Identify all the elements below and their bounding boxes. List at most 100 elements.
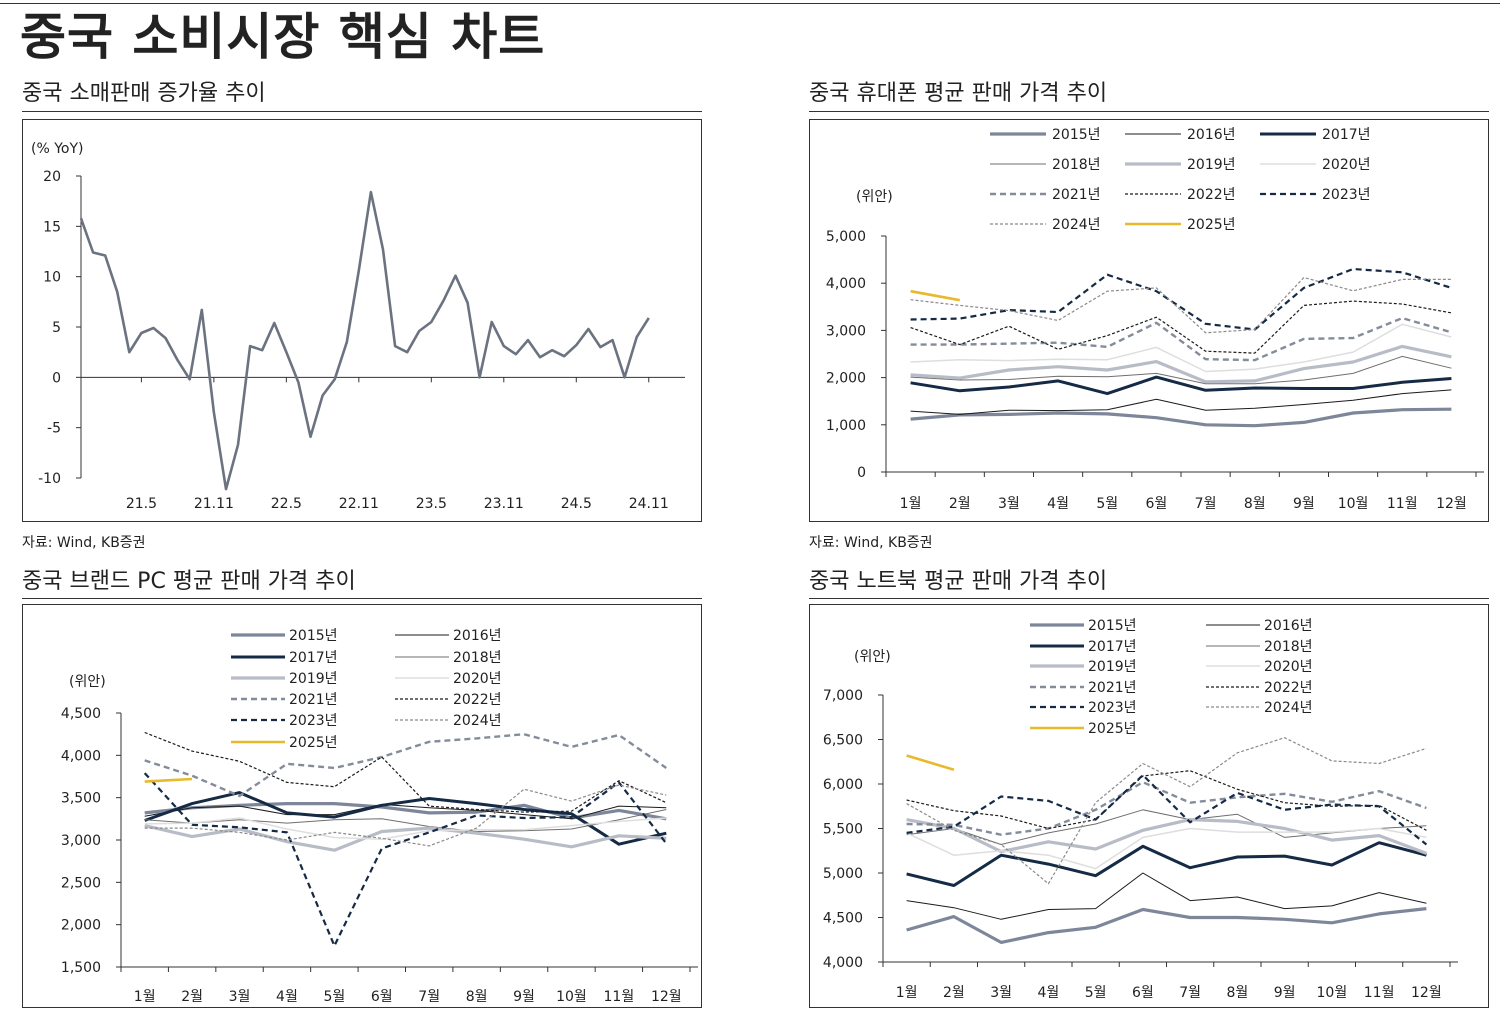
notebook-legend-label: 2017년: [1088, 639, 1137, 655]
pc-series-2016: [144, 803, 667, 820]
phone-legend-label: 2019년: [1187, 157, 1236, 173]
pc-x-tick-label: 1월: [134, 989, 156, 1005]
retail-x-tick-label: 22.11: [339, 496, 379, 512]
notebook-x-tick-label: 8월: [1226, 985, 1248, 1001]
phone-legend-label: 2015년: [1052, 127, 1101, 143]
phone-y-tick-label: 0: [857, 465, 866, 481]
pc-chart: (위안) 1,500 2,000 2,500 3,000 3,500 4,000 4,500 1…: [61, 628, 698, 1005]
retail-y-tick-label: 0: [52, 370, 61, 386]
notebook-y-tick-label: 6,500: [823, 733, 863, 749]
phone-legend-label: 2025년: [1187, 217, 1236, 233]
phone-series-2019: [910, 344, 1452, 384]
notebook-legend-label: 2024년: [1264, 700, 1313, 716]
phone-legend-label: 2018년: [1052, 157, 1101, 173]
pc-legend-label: 2019년: [289, 671, 338, 687]
retail-y-tick-label: 15: [43, 219, 61, 235]
phone-legend-label: 2024년: [1052, 217, 1101, 233]
notebook-series-2015: [906, 907, 1427, 944]
phone-chart-frame: (위안) 0 1,000 2,000 3,000 4,000 5,000 1월 2월 3월 4월 5월…: [809, 119, 1489, 522]
phone-series-2024: [910, 276, 1452, 334]
pc-x-tick-label: 9월: [513, 989, 535, 1005]
phone-x-tick-label: 12월: [1436, 496, 1467, 512]
phone-chart-title: 중국 휴대폰 평균 판매 가격 추이: [809, 81, 1108, 106]
pc-x-tick-label: 11월: [604, 989, 635, 1005]
pc-series-2017: [144, 791, 667, 846]
retail-chart-title: 중국 소매판매 증가율 추이: [22, 81, 266, 106]
phone-y-tick-label: 5,000: [826, 229, 866, 245]
pc-series-2020: [144, 817, 667, 840]
notebook-x-tick-label: 3월: [990, 985, 1012, 1001]
pc-legend-label: 2016년: [453, 628, 502, 644]
phone-series-2016: [910, 389, 1452, 415]
notebook-series-2023: [906, 774, 1428, 846]
notebook-x-tick-label: 1월: [896, 985, 918, 1001]
pc-legend-label: 2023년: [289, 713, 338, 729]
notebook-x-tick-label: 10월: [1317, 985, 1348, 1001]
retail-y-tick-label: 5: [52, 320, 61, 336]
notebook-series-2021: [906, 780, 1427, 836]
pc-x-tick-label: 12월: [651, 989, 682, 1005]
notebook-series-2019: [906, 818, 1427, 855]
pc-series-2019: [144, 824, 667, 852]
phone-series-2022: [910, 300, 1452, 354]
notebook-series-2017: [906, 841, 1427, 887]
pc-y-tick-label: 2,000: [61, 918, 101, 934]
phone-source: 자료: Wind, KB증권: [809, 535, 933, 551]
pc-y-tick-label: 1,500: [61, 960, 101, 976]
retail-x-tick-label: 21.11: [194, 496, 234, 512]
pc-series-2022: [144, 731, 667, 813]
pc-legend-label: 2018년: [453, 650, 502, 666]
notebook-x-tick-label: 7월: [1179, 985, 1201, 1001]
notebook-x-tick-label: 12월: [1411, 985, 1442, 1001]
pc-y-tick-label: 3,500: [61, 791, 101, 807]
notebook-x-tick-label: 6월: [1132, 985, 1154, 1001]
phone-series-2021: [910, 316, 1452, 362]
pc-legend-label: 2020년: [453, 671, 502, 687]
pc-series-2025: [144, 777, 193, 783]
retail-y-tick-label: -10: [38, 471, 61, 487]
retail-y-tick-label: 20: [43, 169, 61, 185]
phone-x-tick-label: 5월: [1096, 496, 1118, 512]
notebook-legend-label: 2022년: [1264, 680, 1313, 696]
notebook-unit-label: (위안): [854, 649, 891, 665]
notebook-series-2022: [906, 770, 1427, 831]
phone-x-tick-label: 8월: [1244, 496, 1266, 512]
notebook-series-2016: [906, 872, 1427, 920]
notebook-legend-label: 2025년: [1088, 721, 1137, 737]
notebook-y-tick-label: 5,500: [823, 822, 863, 838]
phone-title-underline: [809, 111, 1489, 112]
retail-y-tick-label: 10: [43, 270, 61, 286]
page-title: 중국 소비시장 핵심 차트: [20, 8, 546, 66]
phone-legend-label: 2017년: [1322, 127, 1371, 143]
notebook-y-tick-label: 4,500: [823, 911, 863, 927]
pc-legend-label: 2022년: [453, 692, 502, 708]
notebook-legend-label: 2015년: [1088, 618, 1137, 634]
notebook-x-tick-label: 9월: [1274, 985, 1296, 1001]
retail-chart-frame: (% YoY) -10 -5 0 5 10 15 20 21.5 21.11 22.5 22.11 23…: [22, 119, 702, 522]
phone-y-tick-label: 1,000: [826, 418, 866, 434]
notebook-x-tick-label: 5월: [1085, 985, 1107, 1001]
top-rule: [0, 3, 1500, 4]
pc-unit-label: (위안): [69, 674, 106, 690]
retail-unit-label: (% YoY): [31, 141, 84, 157]
notebook-series-2024: [906, 737, 1427, 885]
notebook-legend-label: 2020년: [1264, 659, 1313, 675]
notebook-chart: (위안) 4,000 4,500 5,000 5,500 6,000 6,500 7,000 1…: [823, 618, 1458, 1001]
notebook-legend-label: 2019년: [1088, 659, 1137, 675]
pc-series-2024: [144, 784, 667, 847]
notebook-series-2025: [906, 754, 955, 772]
notebook-legend-label: 2023년: [1088, 700, 1137, 716]
retail-title-underline: [22, 111, 702, 112]
retail-source: 자료: Wind, KB증권: [22, 535, 146, 551]
phone-series-2018: [910, 355, 1452, 385]
phone-legend-label: 2022년: [1187, 187, 1236, 203]
retail-x-tick-label: 23.5: [416, 496, 447, 512]
pc-legend-label: 2021년: [289, 692, 338, 708]
pc-title-underline: [22, 598, 702, 599]
retail-growth-line: [79, 190, 650, 491]
retail-x-tick-label: 23.11: [484, 496, 524, 512]
pc-legend-label: 2015년: [289, 628, 338, 644]
notebook-y-tick-label: 5,000: [823, 866, 863, 882]
notebook-x-tick-label: 4월: [1037, 985, 1059, 1001]
phone-chart: (위안) 0 1,000 2,000 3,000 4,000 5,000 1월 2월 3월 4월 5월…: [826, 127, 1484, 512]
